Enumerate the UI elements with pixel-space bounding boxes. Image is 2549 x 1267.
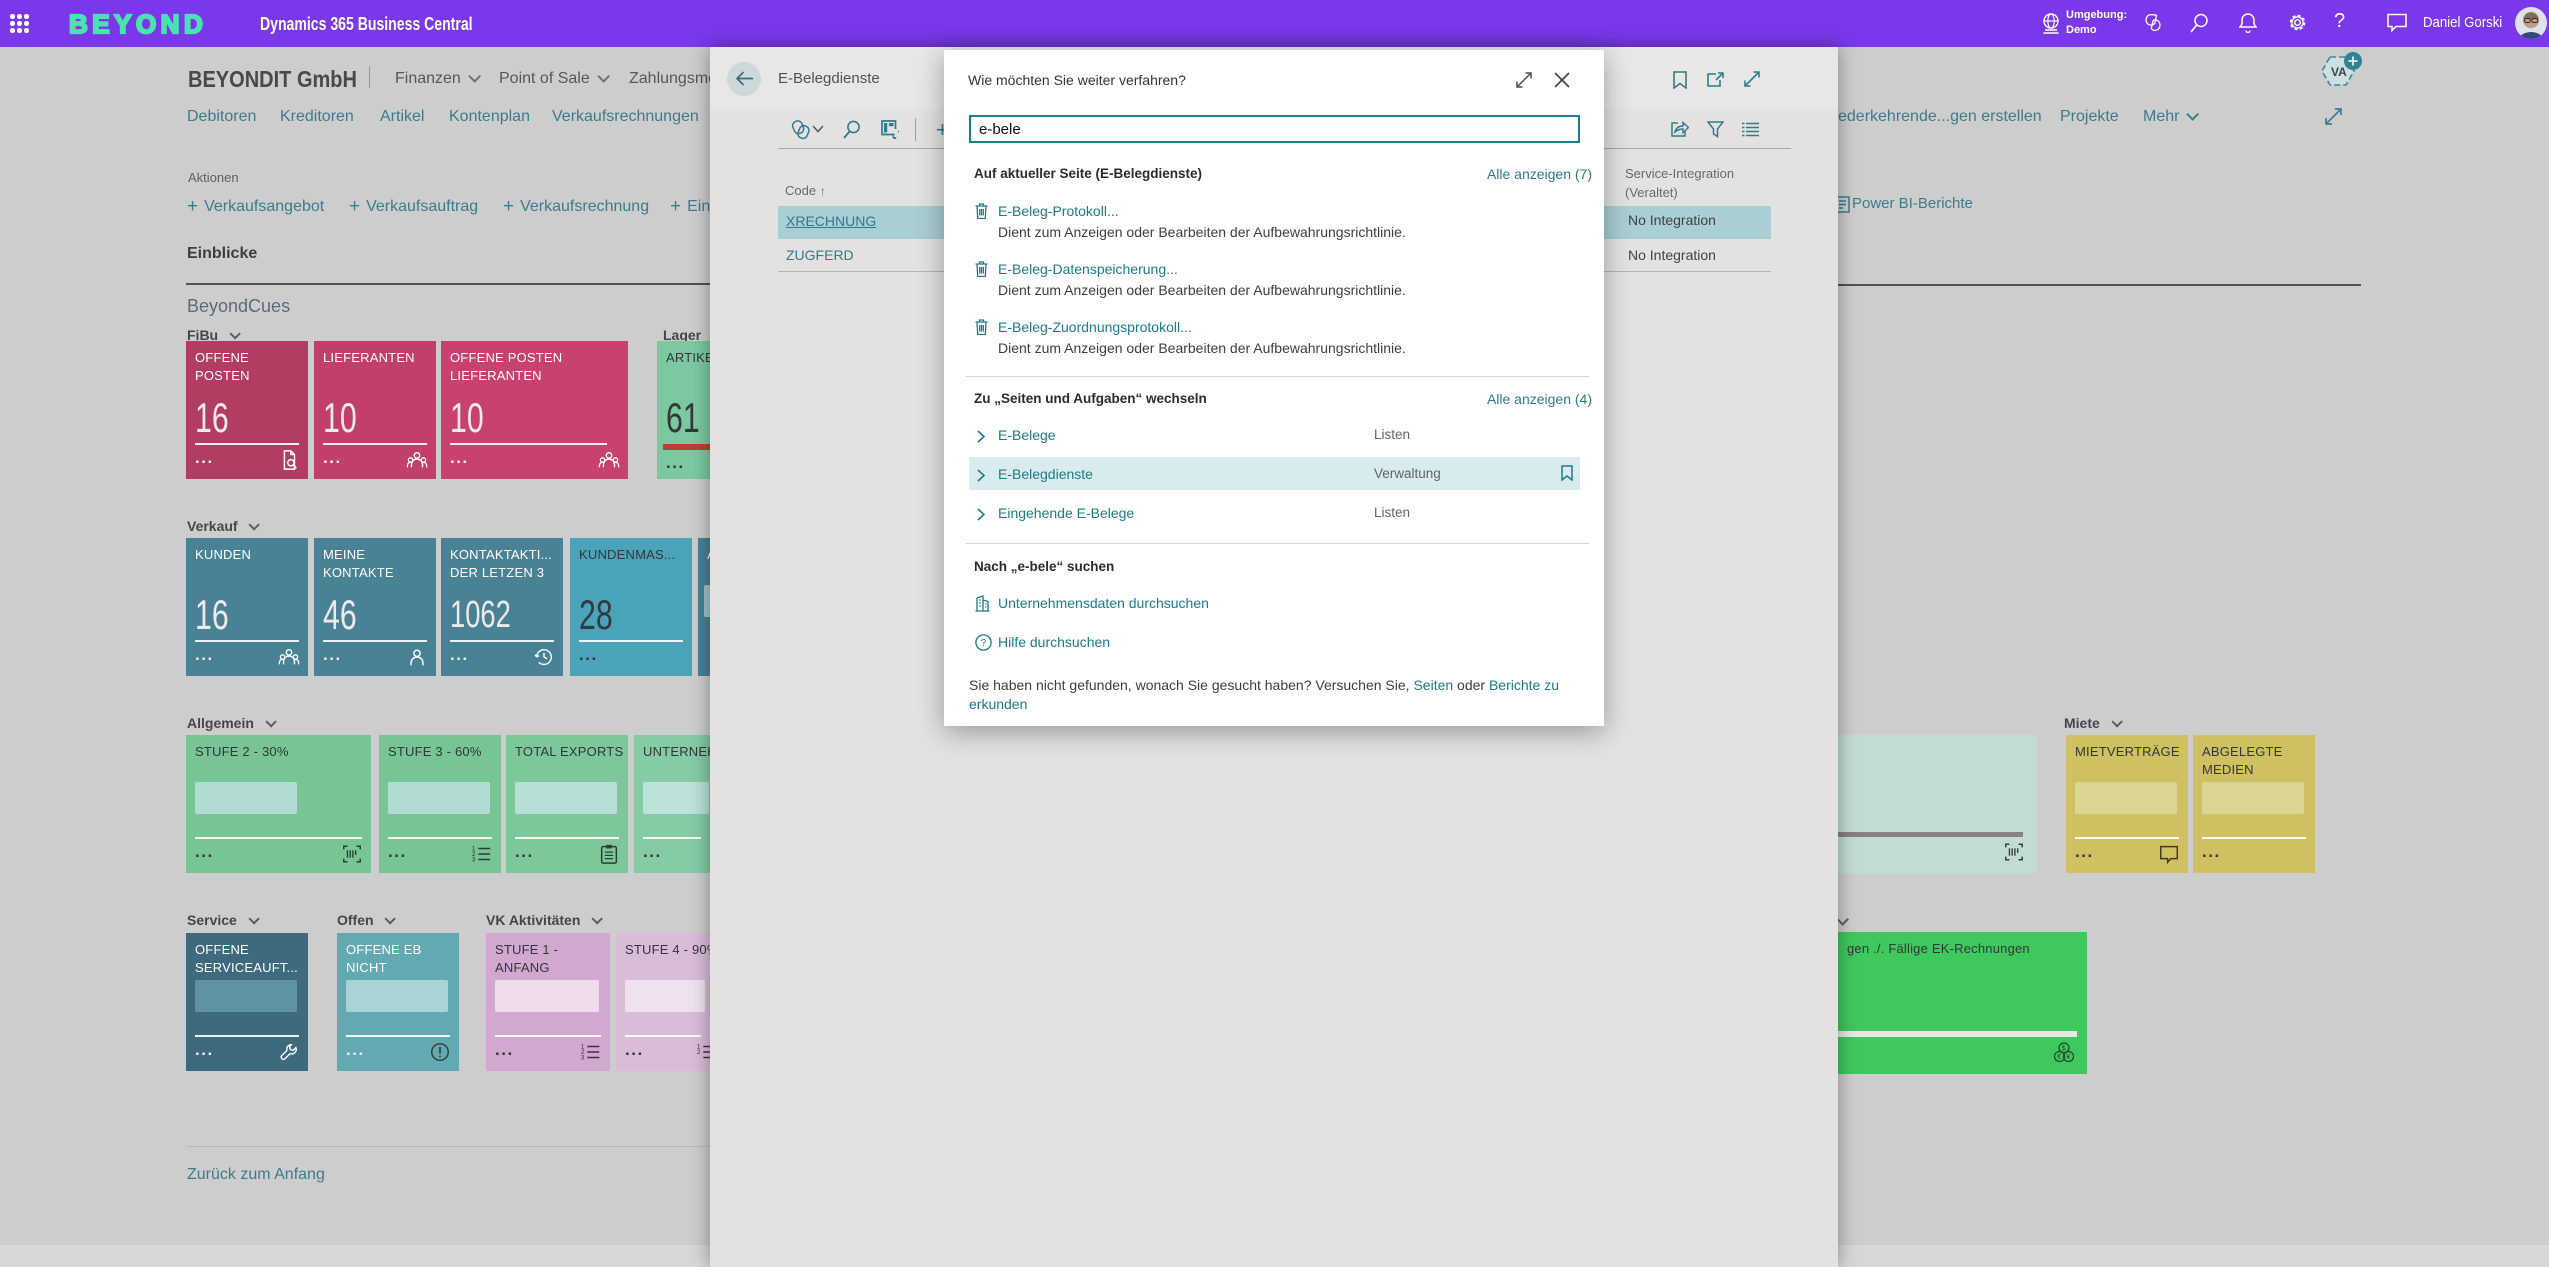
svg-text:1: 1 — [581, 1043, 585, 1050]
svg-text:VA: VA — [2331, 65, 2347, 79]
svg-text:2: 2 — [697, 1049, 701, 1056]
svg-text:¥: ¥ — [2066, 1054, 2070, 1061]
svg-text:3: 3 — [472, 856, 476, 863]
svg-text:1: 1 — [472, 845, 476, 852]
svg-text:€: € — [2057, 1054, 2061, 1061]
svg-text:2: 2 — [472, 851, 476, 858]
svg-text:?: ? — [981, 638, 987, 649]
svg-text:3: 3 — [581, 1054, 585, 1061]
svg-text:$: $ — [2062, 1046, 2066, 1053]
svg-text:2: 2 — [581, 1049, 585, 1056]
svg-text:1: 1 — [697, 1043, 701, 1050]
